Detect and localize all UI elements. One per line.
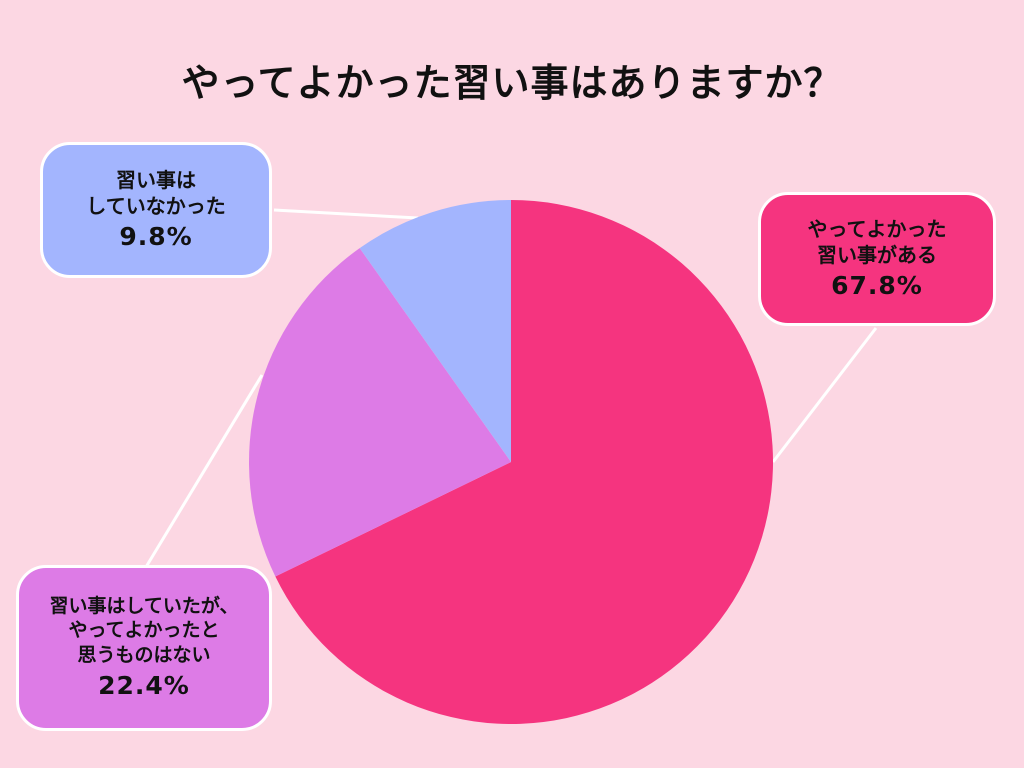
callout-slice-1-line-2: 習い事がある [817, 242, 937, 267]
leader-lines [144, 208, 878, 568]
callout-slice-2-line-2: やってよかったと [68, 619, 220, 642]
callout-slice-3-line-2: していなかった [86, 193, 226, 218]
callout-slice-2: 習い事はしていたが、 やってよかったと 思うものはない 22.4% [16, 565, 272, 731]
callout-slice-1-line-1: やってよかった [807, 216, 947, 241]
leader-line-right [771, 327, 878, 463]
chart-title: やってよかった習い事はありますか？ [181, 61, 843, 105]
callout-slice-2-percent: 22.4% [98, 670, 190, 700]
callout-slice-1: やってよかった 習い事がある 67.8% [758, 192, 996, 326]
pie-slice-3 [359, 200, 511, 462]
callout-slice-3-line-1: 習い事は [116, 167, 196, 192]
callout-slice-2-line-1: 習い事はしていたが、 [49, 594, 239, 617]
callout-slice-2-line-3: 思うものはない [77, 644, 211, 667]
callout-slice-1-percent: 67.8% [831, 270, 923, 300]
callout-slice-3-percent: 9.8% [119, 221, 193, 251]
pie-slice-1 [275, 200, 774, 724]
callout-slice-3: 習い事は していなかった 9.8% [40, 142, 272, 278]
pie-slice-2 [249, 248, 511, 577]
pie-slices [249, 200, 774, 724]
leader-line-bottom-left [144, 374, 264, 568]
leader-line-top-left [273, 208, 419, 220]
